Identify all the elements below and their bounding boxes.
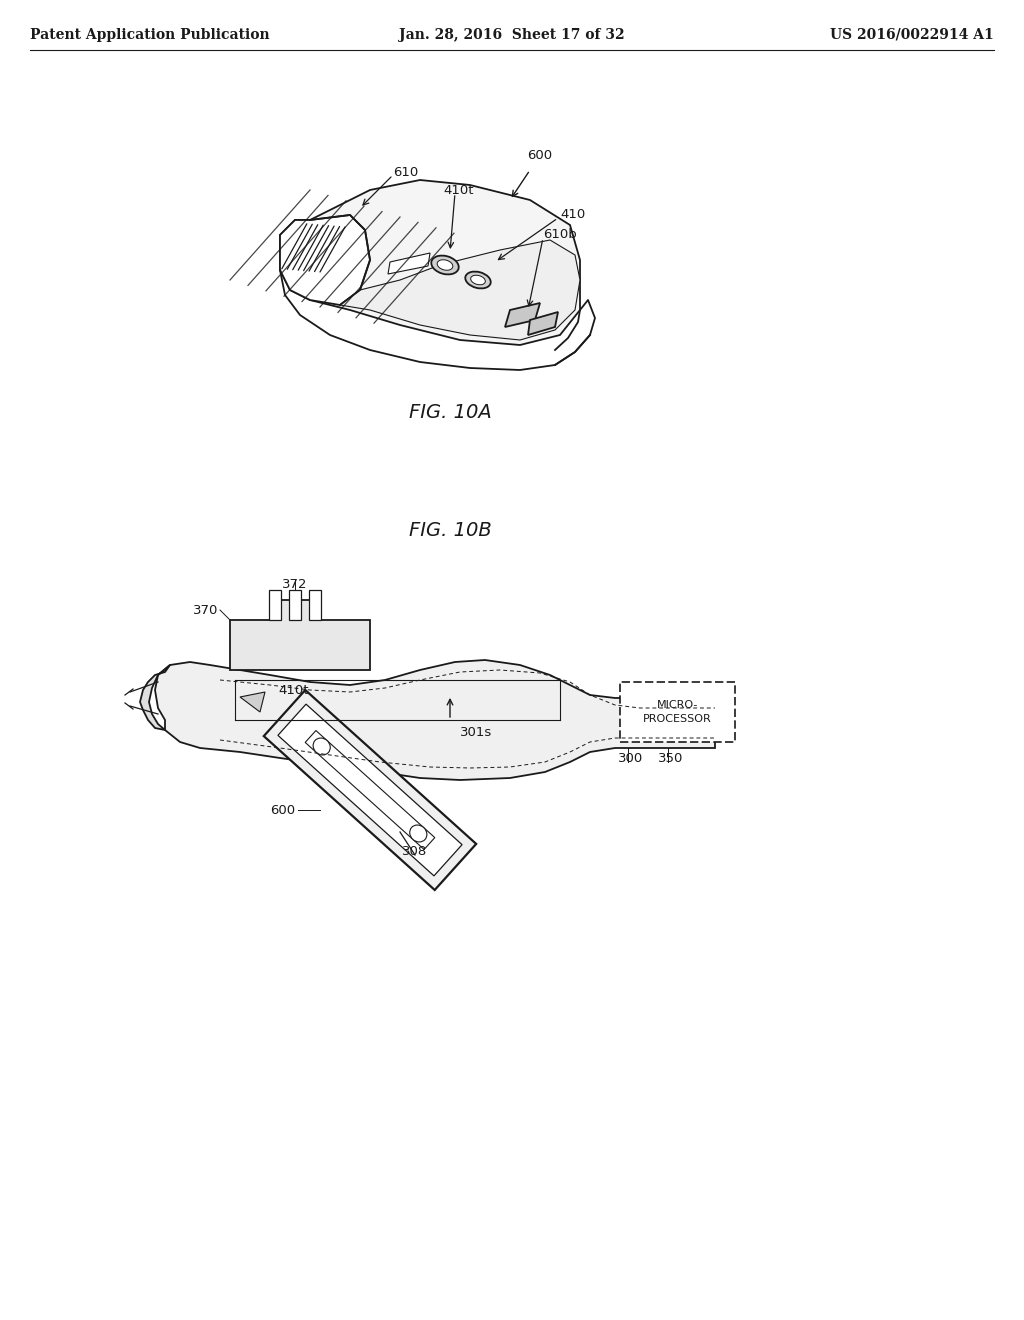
Polygon shape xyxy=(388,253,430,275)
Text: 372: 372 xyxy=(283,578,308,591)
Text: Jan. 28, 2016  Sheet 17 of 32: Jan. 28, 2016 Sheet 17 of 32 xyxy=(399,28,625,42)
Ellipse shape xyxy=(465,272,490,289)
Text: US 2016/0022914 A1: US 2016/0022914 A1 xyxy=(830,28,994,42)
Polygon shape xyxy=(280,215,370,305)
Polygon shape xyxy=(230,601,370,671)
Polygon shape xyxy=(269,590,281,620)
Polygon shape xyxy=(289,590,301,620)
Ellipse shape xyxy=(410,825,427,842)
Polygon shape xyxy=(140,665,170,730)
Text: 610b: 610b xyxy=(543,228,577,242)
Ellipse shape xyxy=(313,738,331,755)
Polygon shape xyxy=(155,660,715,780)
Polygon shape xyxy=(264,690,476,890)
Text: FIG. 10A: FIG. 10A xyxy=(409,403,492,421)
Polygon shape xyxy=(340,240,580,341)
Polygon shape xyxy=(309,590,321,620)
Polygon shape xyxy=(505,304,540,327)
Polygon shape xyxy=(278,704,462,876)
Text: 308: 308 xyxy=(402,845,428,858)
Polygon shape xyxy=(305,730,435,850)
Text: 301s: 301s xyxy=(460,726,493,738)
Ellipse shape xyxy=(431,256,459,275)
Text: 410t: 410t xyxy=(443,183,473,197)
Text: MICRO-
PROCESSOR: MICRO- PROCESSOR xyxy=(643,701,712,723)
Bar xyxy=(620,682,735,742)
Text: 600: 600 xyxy=(527,149,553,162)
Polygon shape xyxy=(528,312,558,335)
Polygon shape xyxy=(240,692,265,711)
Text: 300: 300 xyxy=(618,752,643,766)
Ellipse shape xyxy=(471,276,485,285)
Text: 370: 370 xyxy=(193,603,218,616)
Text: 610: 610 xyxy=(393,165,418,178)
Text: 410: 410 xyxy=(560,209,586,222)
Text: Patent Application Publication: Patent Application Publication xyxy=(30,28,269,42)
Ellipse shape xyxy=(437,260,453,271)
Text: 410t: 410t xyxy=(278,684,308,697)
Text: 600: 600 xyxy=(270,804,295,817)
Text: FIG. 10B: FIG. 10B xyxy=(409,520,492,540)
Text: 350: 350 xyxy=(658,752,683,766)
Polygon shape xyxy=(280,180,580,345)
